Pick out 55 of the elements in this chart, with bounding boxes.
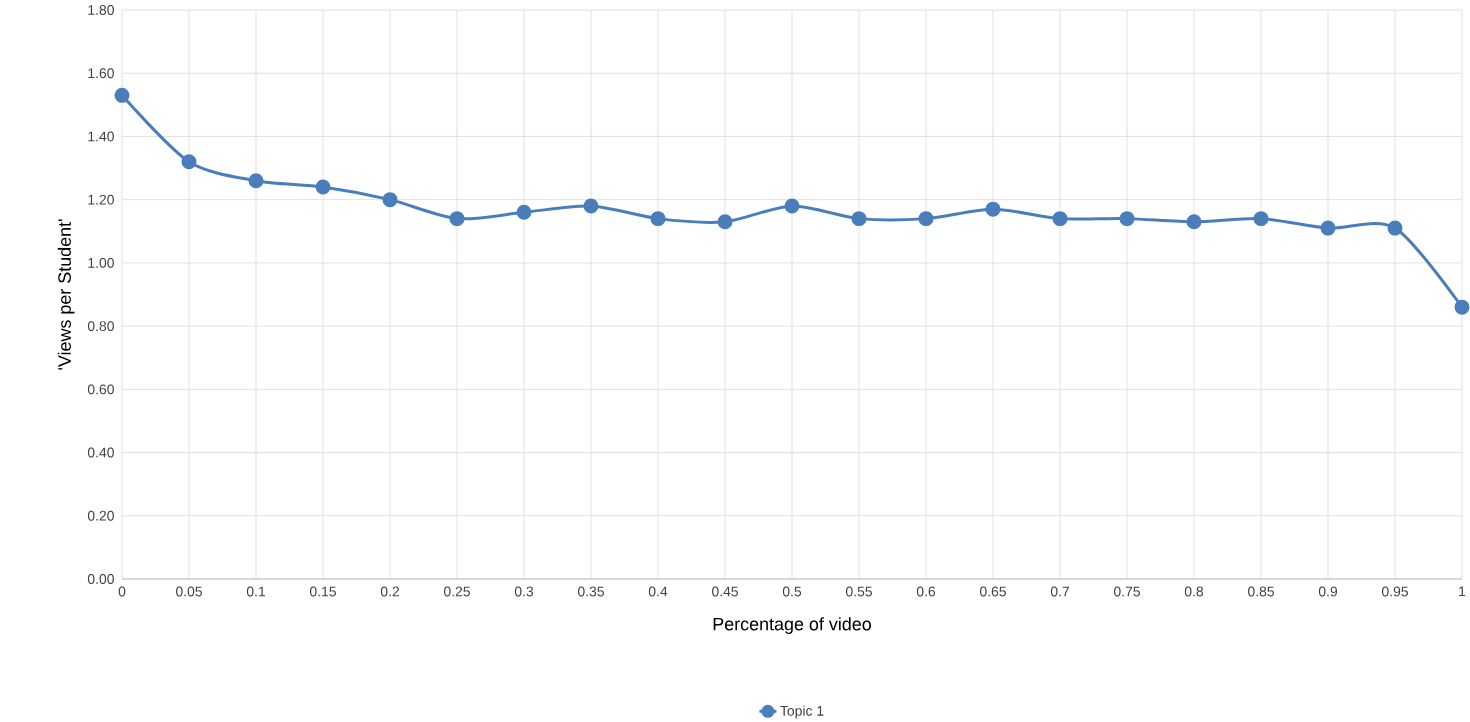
point	[382, 192, 398, 208]
x-axis-title: Percentage of video	[713, 617, 871, 634]
point	[1454, 299, 1470, 315]
y-tick-label: 0.80	[87, 321, 114, 332]
point	[248, 173, 264, 189]
x-tick-label: 0.2	[380, 586, 399, 597]
x-tick-label: 0.75	[1113, 586, 1140, 597]
point	[516, 204, 532, 220]
point	[181, 154, 197, 170]
x-tick-label: 0.25	[443, 586, 470, 597]
y-tick-label: 1.00	[88, 257, 114, 268]
point	[1119, 211, 1135, 227]
point	[1052, 211, 1068, 227]
x-tick-label: 1	[1459, 586, 1466, 597]
point	[985, 201, 1001, 217]
y-axis-title: 'Views per Student'	[57, 219, 75, 370]
x-tick-label: 0.45	[711, 586, 738, 597]
y-tick-label: 1.20	[88, 194, 114, 205]
x-tick-label: 0.6	[916, 586, 936, 597]
y-tick-label: 0.20	[87, 510, 114, 521]
y-tick-label: 0.40	[87, 447, 114, 458]
point	[784, 198, 800, 214]
x-tick-label: 0.15	[309, 586, 336, 597]
x-tick-label: 0.3	[514, 586, 534, 597]
x-tick-label: 0	[118, 586, 126, 597]
point	[1387, 220, 1403, 236]
x-tick-label: 0.65	[979, 586, 1006, 597]
y-tick-label: 0.00	[87, 574, 114, 584]
x-tick-label: 0.8	[1184, 586, 1204, 597]
y-tick-label: 1.80	[88, 5, 114, 15]
point	[851, 211, 867, 227]
x-tick-label: 0.95	[1381, 586, 1408, 597]
x-tick-label: 0.85	[1247, 586, 1274, 597]
point	[918, 211, 934, 227]
x-tick-label: 0.35	[577, 586, 604, 597]
point	[717, 214, 733, 230]
point	[449, 211, 465, 227]
x-tick-label: 0.4	[648, 586, 668, 597]
y-tick-label: 1.40	[88, 131, 114, 142]
legend-label: Topic 1	[780, 705, 824, 719]
point	[114, 87, 130, 103]
point	[315, 179, 331, 195]
y-tick-label: 1.60	[88, 68, 114, 79]
x-tick-label: 0.1	[246, 586, 266, 597]
x-tick-label: 0.9	[1318, 586, 1338, 597]
point	[583, 198, 599, 214]
point	[1253, 211, 1269, 227]
x-tick-label: 0.7	[1050, 586, 1070, 597]
x-tick-label: 0.55	[845, 586, 872, 597]
x-tick-label: 0.5	[782, 586, 802, 597]
point	[1186, 214, 1202, 230]
x-tick-label: 0.05	[175, 586, 202, 597]
point	[1320, 220, 1336, 236]
point	[650, 211, 666, 227]
y-tick-label: 0.60	[87, 384, 114, 395]
